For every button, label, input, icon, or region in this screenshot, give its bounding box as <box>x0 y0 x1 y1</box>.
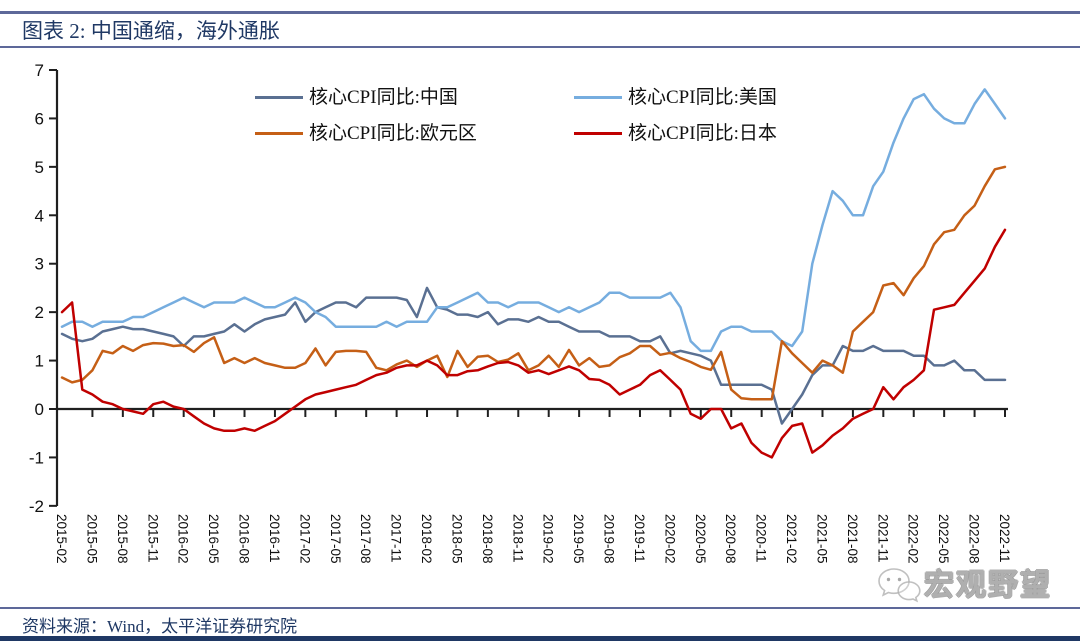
svg-text:2017-11: 2017-11 <box>389 514 404 563</box>
legend-item-us: 核心CPI同比:美国 <box>574 88 777 107</box>
svg-text:2020-08: 2020-08 <box>723 514 738 564</box>
svg-text:2018-05: 2018-05 <box>449 514 464 564</box>
svg-text:2017-02: 2017-02 <box>297 514 312 564</box>
svg-text:2015-08: 2015-08 <box>115 514 130 564</box>
svg-text:0: 0 <box>35 400 44 419</box>
svg-text:2016-02: 2016-02 <box>176 514 191 564</box>
svg-text:2017-08: 2017-08 <box>358 514 373 564</box>
china-line-swatch <box>255 96 303 99</box>
svg-text:2021-11: 2021-11 <box>875 514 890 563</box>
svg-text:2019-02: 2019-02 <box>541 514 556 564</box>
figure-title: 图表 2: 中国通缩，海外通胀 <box>22 19 280 43</box>
svg-text:2021-08: 2021-08 <box>845 514 860 564</box>
svg-text:2021-02: 2021-02 <box>784 514 799 564</box>
svg-text:2015-11: 2015-11 <box>145 514 160 563</box>
svg-text:4: 4 <box>35 206 44 225</box>
legend-label-japan: 核心CPI同比:日本 <box>628 123 777 144</box>
legend-label-eurozone: 核心CPI同比:欧元区 <box>309 123 477 144</box>
svg-text:2022-08: 2022-08 <box>967 514 982 564</box>
svg-text:2022-02: 2022-02 <box>906 514 921 564</box>
legend-item-eurozone: 核心CPI同比:欧元区 <box>255 124 477 143</box>
svg-text:2017-05: 2017-05 <box>328 514 343 564</box>
eurozone-line-swatch <box>255 132 303 135</box>
svg-text:2015-02: 2015-02 <box>54 514 69 564</box>
svg-text:2016-11: 2016-11 <box>267 514 282 563</box>
us-line-swatch <box>574 96 622 99</box>
svg-text:2019-11: 2019-11 <box>632 514 647 563</box>
svg-text:1: 1 <box>35 352 44 371</box>
svg-text:2019-05: 2019-05 <box>571 514 586 564</box>
svg-text:2021-05: 2021-05 <box>814 514 829 564</box>
legend-label-us: 核心CPI同比:美国 <box>628 87 777 108</box>
svg-text:2018-11: 2018-11 <box>510 514 525 563</box>
svg-text:2: 2 <box>35 303 44 322</box>
svg-text:2022-11: 2022-11 <box>997 514 1012 563</box>
svg-text:2018-02: 2018-02 <box>419 514 434 564</box>
svg-text:2019-08: 2019-08 <box>602 514 617 564</box>
svg-text:-2: -2 <box>29 497 44 516</box>
svg-text:2020-05: 2020-05 <box>693 514 708 564</box>
data-source-note: 资料来源：Wind，太平洋证券研究院 <box>22 617 298 636</box>
svg-text:2018-08: 2018-08 <box>480 514 495 564</box>
title-divider-rule <box>0 46 1080 48</box>
svg-text:2020-11: 2020-11 <box>754 514 769 563</box>
svg-text:2022-05: 2022-05 <box>936 514 951 564</box>
svg-text:7: 7 <box>35 61 44 80</box>
svg-text:6: 6 <box>35 109 44 128</box>
svg-text:2016-05: 2016-05 <box>206 514 221 564</box>
footer-divider-rule <box>0 607 1080 609</box>
svg-text:2016-08: 2016-08 <box>237 514 252 564</box>
japan-line-swatch <box>574 132 622 135</box>
legend-label-china: 核心CPI同比:中国 <box>309 87 458 108</box>
svg-text:-1: -1 <box>29 448 44 467</box>
svg-text:5: 5 <box>35 158 44 177</box>
legend-item-china: 核心CPI同比:中国 <box>255 88 458 107</box>
legend-item-japan: 核心CPI同比:日本 <box>574 124 777 143</box>
svg-text:2020-02: 2020-02 <box>662 514 677 564</box>
svg-text:3: 3 <box>35 255 44 274</box>
svg-text:2015-05: 2015-05 <box>84 514 99 564</box>
bottom-bar <box>0 636 1080 641</box>
top-rule <box>0 11 1080 14</box>
